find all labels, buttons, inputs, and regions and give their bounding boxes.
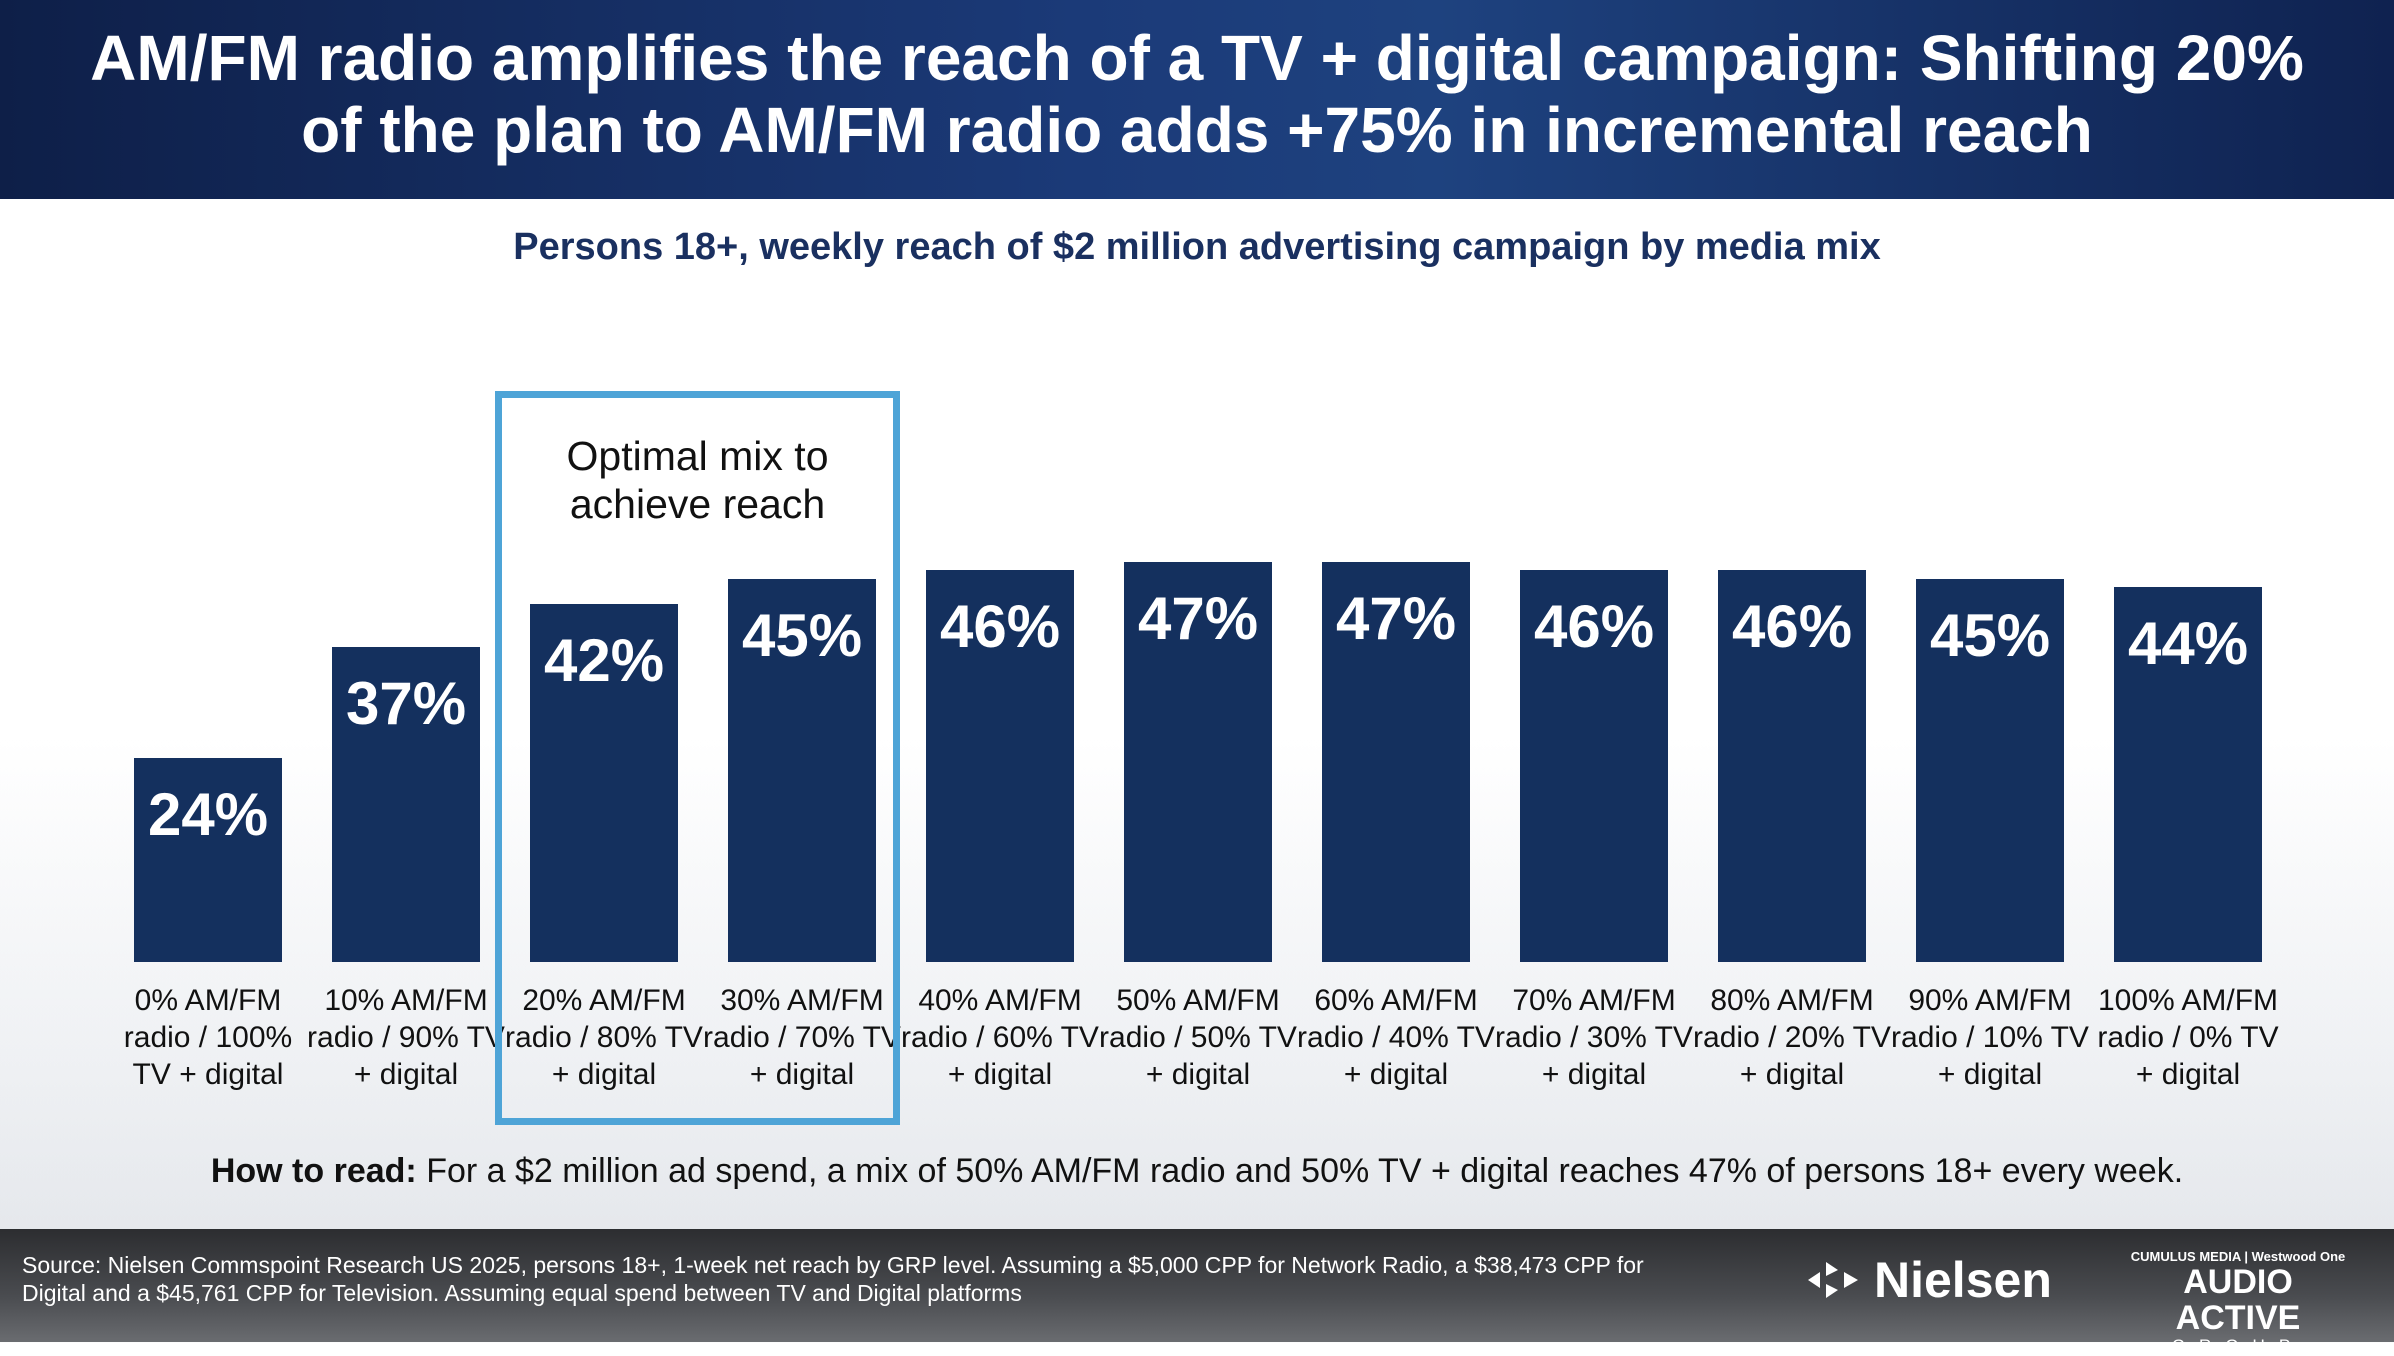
data-label: 46% (1533, 593, 1655, 661)
data-label: 47% (1137, 584, 1259, 652)
category-label: 80% AM/FM radio / 20% TV + digital (1693, 984, 1891, 1091)
aag-sub: GROUP (2171, 1336, 2305, 1355)
data-label: 24% (147, 780, 269, 848)
data-label: 46% (939, 593, 1061, 661)
title-line-2: of the plan to AM/FM radio adds +75% in … (301, 94, 2093, 166)
optimal-mix-highlight: Optimal mix to achieve reach (495, 391, 900, 1125)
how-to-read-label: How to read: (210, 1152, 417, 1190)
data-label: 37% (345, 669, 467, 737)
footer: Source: Nielsen Commspoint Research US 2… (0, 1229, 2394, 1355)
category-label: 0% AM/FM radio / 100% TV + digital (123, 984, 293, 1091)
bar (332, 646, 480, 962)
category-label: 40% AM/FM radio / 60% TV + digital (901, 984, 1099, 1091)
bar (530, 604, 678, 962)
bar (728, 578, 876, 962)
audio-active-group-logo: CUMULUS MEDIA | Westwood One AUDIO ACTIV… (2118, 1249, 2358, 1356)
how-to-read-text: For a $2 million ad spend, a mix of 50% … (416, 1152, 2184, 1190)
category-label: 10% AM/FM radio / 90% TV + digital (307, 984, 505, 1091)
data-label: 42% (543, 627, 665, 695)
bar (1322, 561, 1470, 962)
cumulus-logo: CUMULUS MEDIA (2130, 1249, 2241, 1264)
category-label: 50% AM/FM radio / 50% TV + digital (1099, 984, 1297, 1091)
bar (926, 570, 1074, 962)
nielsen-logo-text: Nielsen (1874, 1252, 2052, 1308)
bar (1718, 570, 1866, 962)
data-label: 47% (1335, 584, 1457, 652)
category-label: 90% AM/FM radio / 10% TV + digital (1891, 984, 2089, 1091)
category-label: 70% AM/FM radio / 30% TV + digital (1495, 984, 1693, 1091)
nielsen-arrows-icon (1808, 1262, 1858, 1298)
bar (1520, 570, 1668, 962)
category-label: 20% AM/FM radio / 80% TV + digital (505, 984, 703, 1091)
optimal-mix-annotation: Optimal mix to achieve reach (566, 433, 829, 527)
bar (1916, 578, 2064, 962)
how-to-read: How to read: For a $2 million ad spend, … (0, 1152, 2394, 1191)
westwood-one-logo: Westwood One (2251, 1249, 2346, 1264)
title-line-1: AM/FM radio amplifies the reach of a TV … (90, 22, 2304, 94)
bar (134, 757, 282, 962)
data-label: 45% (741, 601, 863, 669)
bar (2114, 587, 2262, 962)
data-label: 46% (1731, 593, 1853, 661)
title-banner: AM/FM radio amplifies the reach of a TV … (0, 0, 2394, 199)
bar (1124, 561, 1272, 962)
category-label: 60% AM/FM radio / 40% TV + digital (1297, 984, 1495, 1091)
category-label: 30% AM/FM radio / 70% TV + digital (703, 984, 901, 1091)
nielsen-logo: Nielsen (1808, 1251, 2052, 1309)
data-label: 45% (1929, 601, 2051, 669)
source-note: Source: Nielsen Commspoint Research US 2… (22, 1252, 1644, 1306)
chart-title: Persons 18+, weekly reach of $2 million … (513, 226, 1881, 268)
data-label: 44% (2127, 610, 2249, 678)
aag-main: AUDIO ACTIVE (2175, 1263, 2301, 1337)
category-label: 100% AM/FM radio / 0% TV + digital (2097, 984, 2279, 1091)
